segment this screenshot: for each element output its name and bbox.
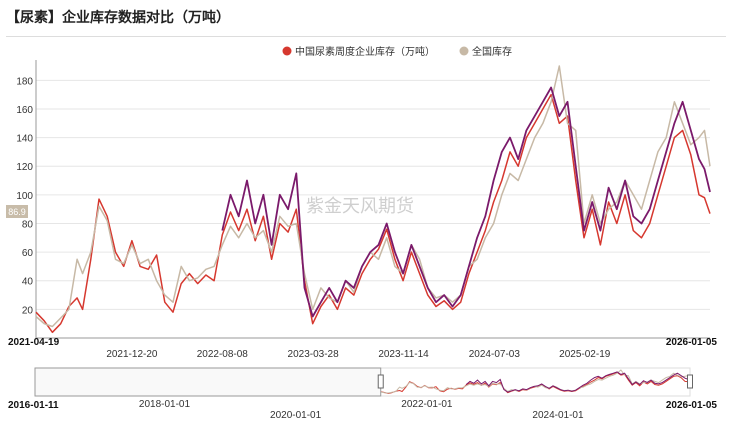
legend-label: 中国尿素周度企业库存（万吨） bbox=[295, 45, 435, 58]
navigator-tick-label: 2016-01-11 bbox=[8, 400, 59, 411]
chart-title: 【尿素】企业库存数据对比（万吨） bbox=[6, 9, 230, 25]
navigator-series-line bbox=[465, 371, 691, 393]
navigator-left-handle[interactable] bbox=[377, 374, 384, 389]
y-tick-label: 180 bbox=[16, 76, 33, 87]
navigator-series bbox=[380, 369, 691, 395]
last-value-label: 86.9 bbox=[6, 205, 28, 218]
legend: 中国尿素周度企业库存（万吨） 全国库存 bbox=[282, 45, 512, 58]
x-tick-label: 2022-08-08 bbox=[197, 349, 249, 360]
y-tick-label: 120 bbox=[16, 162, 33, 173]
navigator-right-handle[interactable] bbox=[687, 374, 693, 389]
series-line-1 bbox=[35, 93, 711, 334]
x-tick-label: 2021-04-19 bbox=[8, 337, 60, 348]
y-tick-label: 160 bbox=[16, 105, 33, 116]
navigator-mask bbox=[34, 367, 382, 397]
y-tick-label: 20 bbox=[22, 305, 34, 316]
navigator-tick-label: 2018-01-01 bbox=[139, 399, 191, 410]
navigator[interactable]: 2016-01-11 2018-01-01 2020-01-01 2022-01-01… bbox=[8, 367, 717, 421]
x-axis-ticks: 2021-04-19 2021-12-20 2022-08-08 2023-03-28… bbox=[8, 337, 717, 360]
watermark: 紫金天风期货 bbox=[306, 196, 414, 216]
series-line-3 bbox=[221, 86, 711, 318]
y-tick-label: 100 bbox=[16, 191, 33, 202]
title-divider bbox=[6, 36, 726, 37]
y-tick-label: 140 bbox=[16, 134, 33, 145]
x-tick-label: 2024-07-03 bbox=[469, 349, 521, 360]
y-tick-label: 60 bbox=[22, 248, 34, 259]
x-tick-label: 2021-12-20 bbox=[106, 349, 158, 360]
legend-label: 全国库存 bbox=[472, 45, 512, 58]
x-tick-label: 2023-03-28 bbox=[288, 349, 340, 360]
y-tick-label: 80 bbox=[22, 219, 34, 230]
axes bbox=[35, 60, 710, 339]
navigator-tick-label: 2026-01-05 bbox=[666, 400, 718, 411]
navigator-tick-label: 2024-01-01 bbox=[532, 410, 584, 421]
navigator-tick-label: 2022-01-01 bbox=[401, 399, 453, 410]
x-tick-label: 2026-01-05 bbox=[666, 337, 718, 348]
legend-marker bbox=[459, 46, 469, 56]
y-tick-label: 40 bbox=[22, 277, 34, 288]
x-tick-label: 2025-02-19 bbox=[559, 349, 611, 360]
navigator-tick-label: 2020-01-01 bbox=[270, 410, 322, 421]
legend-marker bbox=[282, 46, 292, 56]
grid-lines bbox=[36, 79, 710, 310]
navigator-ticks: 2016-01-11 2018-01-01 2020-01-01 2022-01-01… bbox=[8, 399, 717, 421]
x-tick-label: 2023-11-14 bbox=[378, 349, 429, 360]
series-lines bbox=[35, 65, 711, 334]
last-value-text: 86.9 bbox=[8, 207, 26, 217]
y-axis-ticks: 20 40 60 80 100 120 140 160 180 bbox=[16, 76, 33, 316]
